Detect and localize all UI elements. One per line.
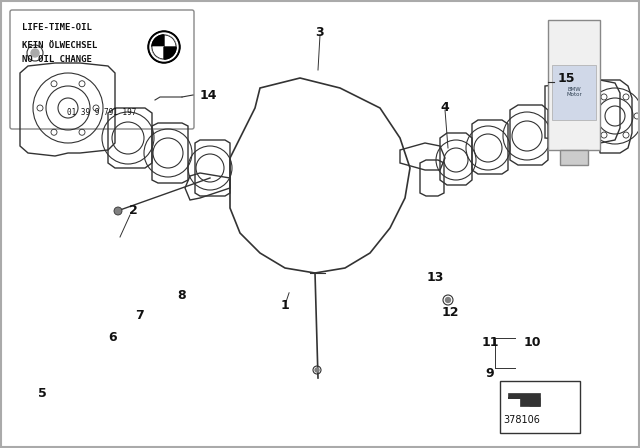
Text: 2: 2 <box>129 203 138 216</box>
Text: 01 39 9 791 197: 01 39 9 791 197 <box>67 108 137 117</box>
Text: 11: 11 <box>481 336 499 349</box>
Text: KEIN ÖLWECHSEL: KEIN ÖLWECHSEL <box>22 41 97 50</box>
Text: 14: 14 <box>200 89 218 102</box>
Text: BMW
Motor: BMW Motor <box>566 86 582 97</box>
Wedge shape <box>152 35 164 47</box>
Polygon shape <box>508 393 540 406</box>
Circle shape <box>152 35 176 59</box>
FancyBboxPatch shape <box>10 10 194 129</box>
Bar <box>552 65 596 120</box>
Bar <box>560 150 588 165</box>
Text: 6: 6 <box>109 331 117 344</box>
Text: 378106: 378106 <box>503 415 540 425</box>
Text: 3: 3 <box>316 26 324 39</box>
Text: 12: 12 <box>441 306 459 319</box>
Text: 8: 8 <box>178 289 186 302</box>
Bar <box>548 20 600 150</box>
Wedge shape <box>152 47 164 59</box>
Text: LIFE-TIME-OIL: LIFE-TIME-OIL <box>22 23 92 32</box>
Text: 1: 1 <box>280 298 289 311</box>
Circle shape <box>445 297 451 302</box>
Wedge shape <box>164 35 176 47</box>
Text: 7: 7 <box>136 309 145 322</box>
Text: 10: 10 <box>524 336 541 349</box>
Circle shape <box>315 368 319 372</box>
Text: 9: 9 <box>486 366 494 379</box>
Text: NO OIL CHANGE: NO OIL CHANGE <box>22 55 92 64</box>
Bar <box>500 381 580 433</box>
Circle shape <box>150 33 178 61</box>
Text: 13: 13 <box>426 271 444 284</box>
Text: 15: 15 <box>558 72 575 85</box>
Text: 4: 4 <box>440 100 449 113</box>
Wedge shape <box>164 47 176 59</box>
Circle shape <box>31 49 39 57</box>
Circle shape <box>114 207 122 215</box>
Text: 5: 5 <box>38 387 46 400</box>
Circle shape <box>148 31 180 63</box>
